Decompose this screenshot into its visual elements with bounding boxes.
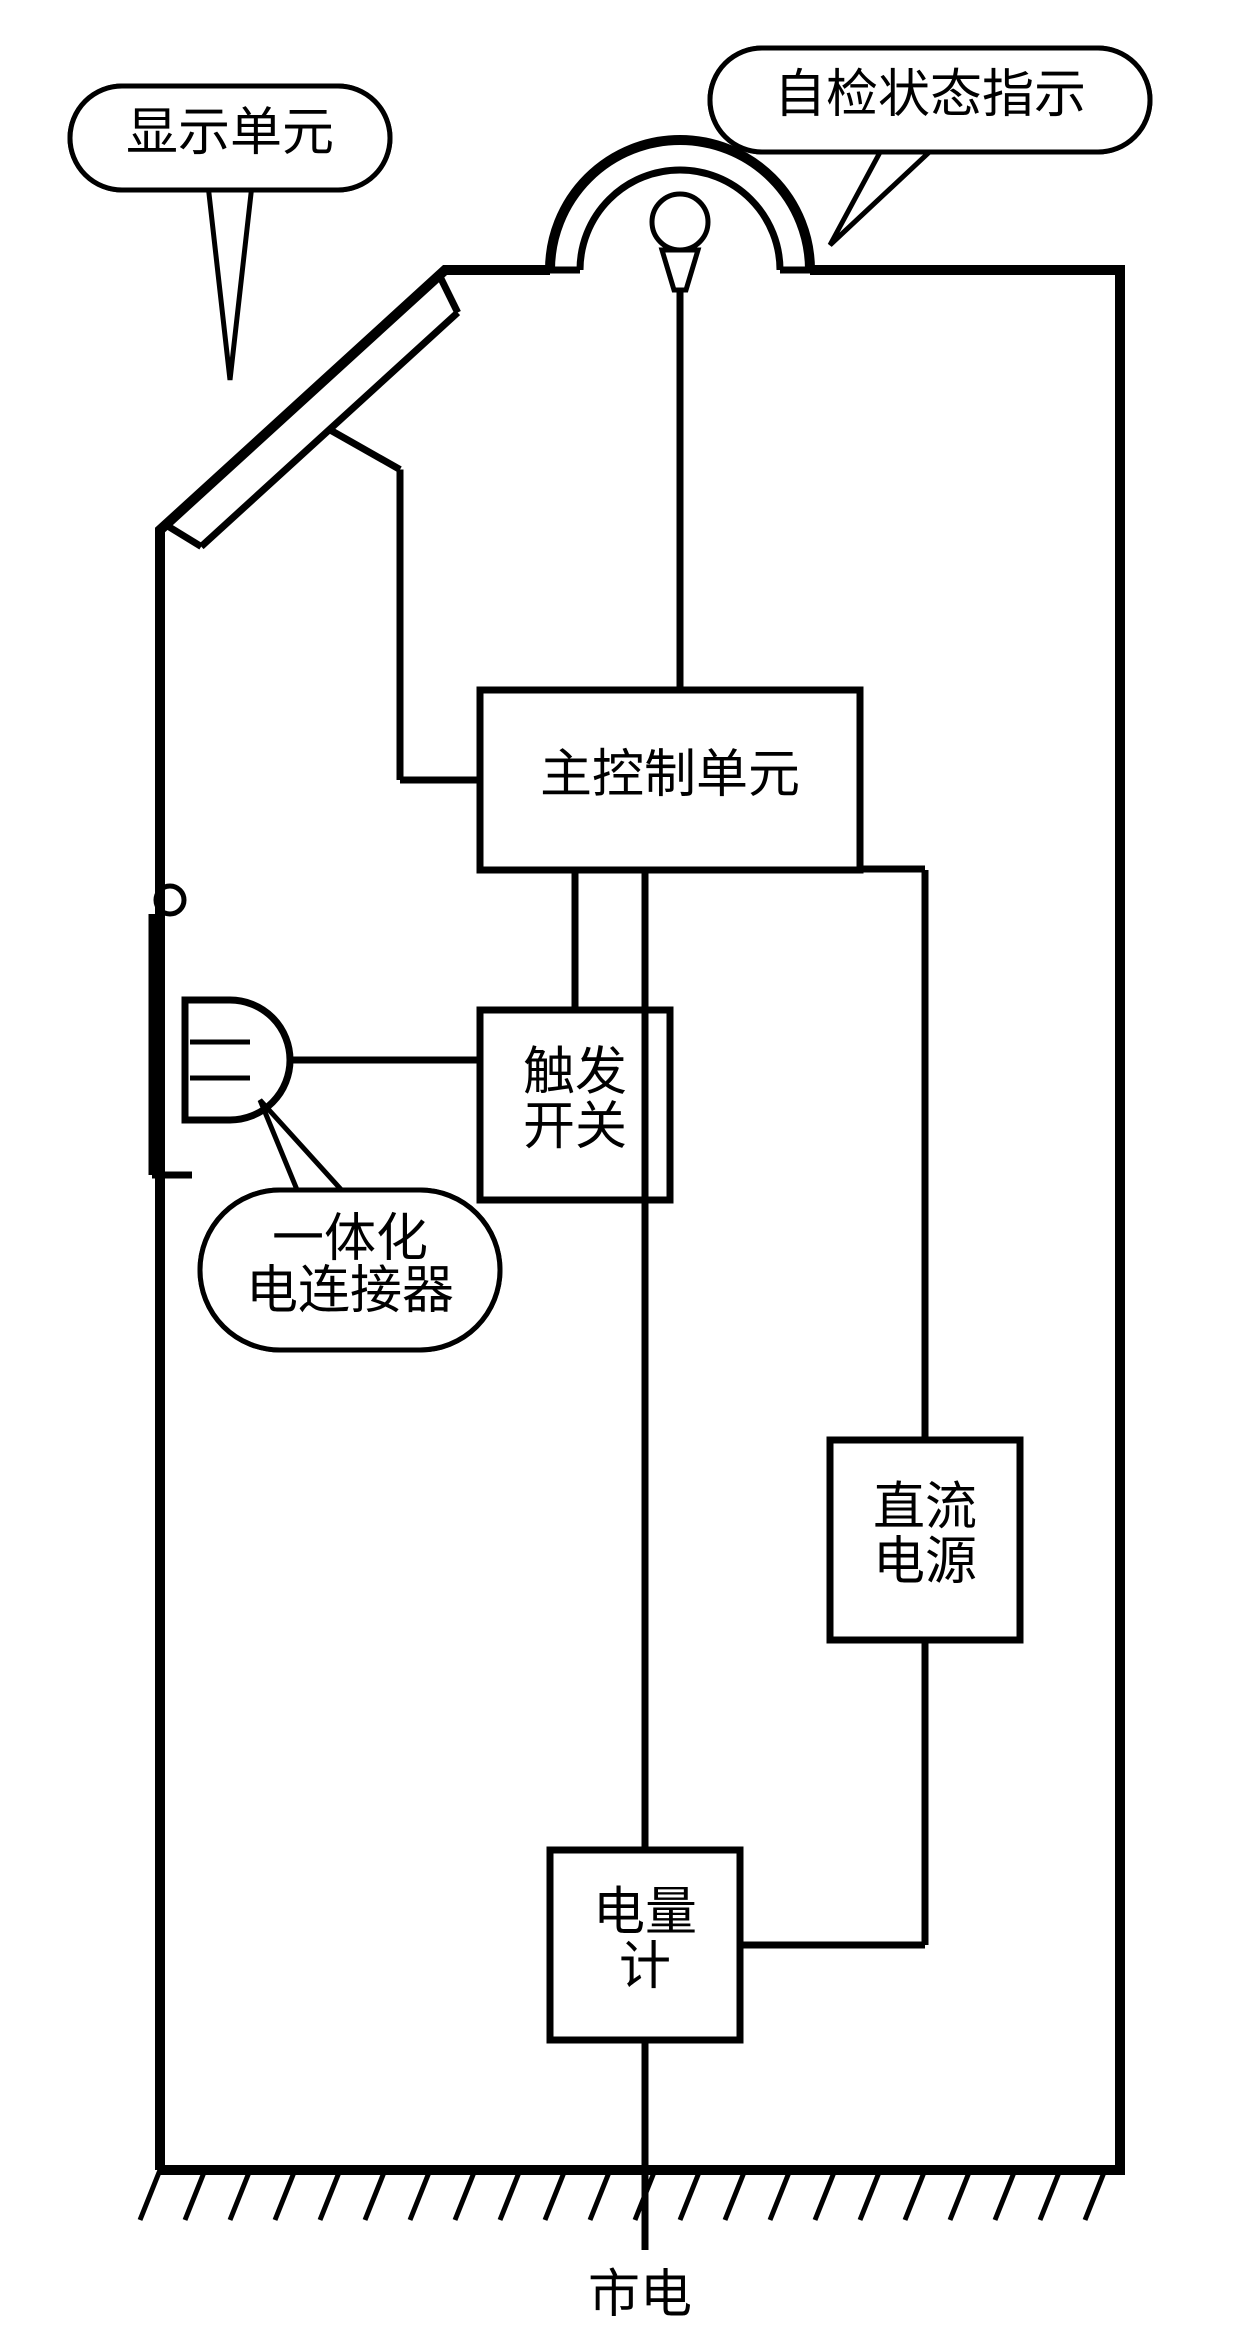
svg-text:直流: 直流 xyxy=(873,1480,977,1537)
ground-hatch xyxy=(275,2170,295,2220)
connector-plug-icon xyxy=(185,1000,290,1120)
svg-text:一体化: 一体化 xyxy=(272,1211,428,1268)
display-panel-end1 xyxy=(166,525,202,547)
ground-hatch xyxy=(185,2170,205,2220)
display-unit-callout: 显示单元 xyxy=(70,86,390,380)
ground-hatch xyxy=(455,2170,475,2220)
ground-hatch xyxy=(680,2170,700,2220)
ground-hatch xyxy=(950,2170,970,2220)
ground-hatch xyxy=(410,2170,430,2220)
ground-hatch xyxy=(545,2170,565,2220)
ground-hatch xyxy=(140,2170,160,2220)
ground-hatch xyxy=(905,2170,925,2220)
svg-text:电量: 电量 xyxy=(593,1885,697,1942)
indicator-bulb-icon xyxy=(652,194,708,250)
svg-text:计: 计 xyxy=(619,1939,671,1996)
ground-hatch xyxy=(590,2170,610,2220)
ground-hatch xyxy=(320,2170,340,2220)
ground-hatch xyxy=(815,2170,835,2220)
dome-inner-arc xyxy=(580,170,780,270)
ground-hatch xyxy=(995,2170,1015,2220)
ground-hatch xyxy=(860,2170,880,2220)
ground-hatch xyxy=(365,2170,385,2220)
indicator-bulb-base xyxy=(662,250,698,290)
ground-hatch xyxy=(725,2170,745,2220)
ground-hatch xyxy=(770,2170,790,2220)
wire-mainctrl-disp-d xyxy=(329,430,400,470)
svg-text:开关: 开关 xyxy=(523,1099,627,1156)
svg-text:自检状态指示: 自检状态指示 xyxy=(774,67,1086,124)
self-test-callout: 自检状态指示 xyxy=(710,48,1150,245)
svg-text:电源: 电源 xyxy=(873,1534,977,1591)
svg-text:主控制单元: 主控制单元 xyxy=(540,747,800,804)
ground-hatch xyxy=(1085,2170,1105,2220)
mains-label: 市电 xyxy=(588,2267,692,2324)
ground-hatch xyxy=(1040,2170,1060,2220)
svg-text:电连接器: 电连接器 xyxy=(246,1263,454,1320)
svg-text:显示单元: 显示单元 xyxy=(126,105,334,162)
ground-hatch xyxy=(500,2170,520,2220)
connector-callout: 一体化电连接器 xyxy=(200,1100,500,1350)
svg-text:触发: 触发 xyxy=(523,1045,627,1102)
ground-hatch xyxy=(230,2170,250,2220)
display-panel-end2 xyxy=(439,275,457,312)
